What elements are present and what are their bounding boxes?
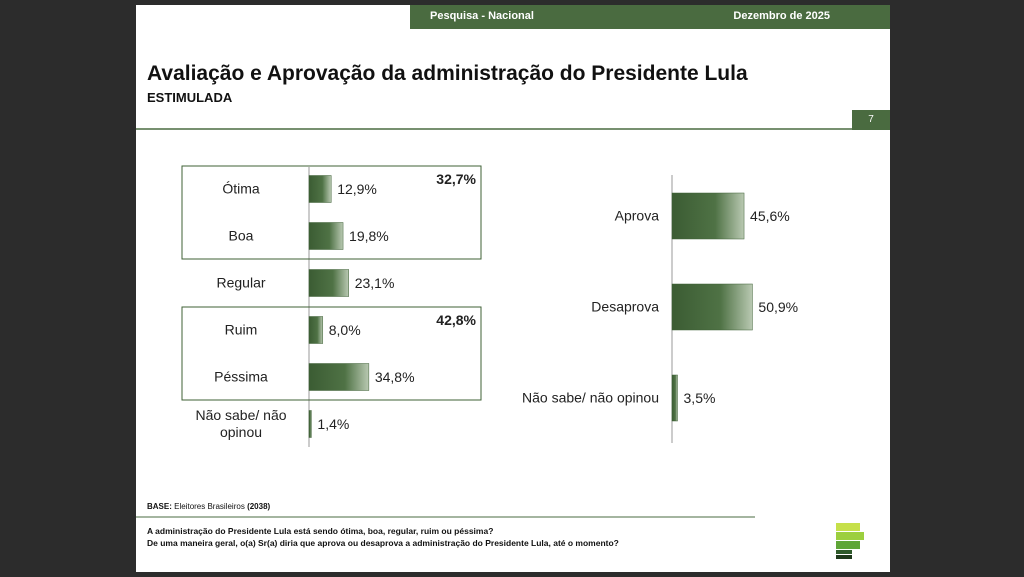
base-n: (2038) (247, 502, 271, 511)
category-label: Regular (216, 274, 266, 291)
subtitle: ESTIMULADA (147, 90, 233, 105)
bar (308, 222, 344, 250)
title: Avaliação e Aprovação da administração d… (147, 62, 748, 85)
value-label: 8,0% (328, 322, 361, 338)
bar (671, 283, 753, 331)
group-total: 42,8% (436, 312, 476, 328)
page-number: 7 (868, 114, 874, 125)
slide (136, 5, 890, 572)
value-label: 12,9% (337, 181, 377, 197)
category-label: Não sabe/ não opinou (195, 407, 287, 440)
category-label: Não sabe/ não opinou (522, 389, 659, 406)
group-box (181, 306, 482, 401)
bar (308, 269, 349, 297)
question: A administração do Presidente Lula está … (147, 526, 494, 536)
base-note: BASE: Eleitores Brasileiros (2038) (147, 502, 270, 511)
bar (308, 316, 324, 344)
category-label: Péssima (214, 368, 268, 385)
category-label: Ruim (224, 321, 258, 338)
value-label: 34,8% (374, 369, 415, 385)
survey-name: Pesquisa - Nacional (430, 10, 534, 22)
category-label: Desaprova (591, 298, 659, 315)
question: De uma maneira geral, o(a) Sr(a) diria q… (147, 538, 619, 548)
value-label: 45,6% (750, 208, 790, 224)
value-label: 19,8% (349, 228, 389, 244)
category-label: Boa (228, 227, 254, 244)
survey-date: Dezembro de 2025 (733, 10, 830, 22)
category-label: Ótima (222, 180, 260, 197)
base-label: BASE: (147, 502, 172, 511)
value-label: 50,9% (758, 299, 799, 315)
header-bar (410, 5, 890, 29)
value-label: 3,5% (683, 390, 716, 406)
bar (308, 410, 312, 438)
bar (671, 192, 745, 240)
base-text: Eleitores Brasileiros (174, 502, 245, 511)
bar (308, 363, 370, 391)
logo (836, 523, 864, 559)
group-box (181, 165, 482, 260)
value-label: 23,1% (354, 275, 395, 291)
group-total: 32,7% (436, 171, 476, 187)
category-label: Aprova (614, 207, 659, 224)
value-label: 1,4% (317, 416, 350, 432)
bar (308, 175, 332, 203)
page-box (852, 110, 890, 130)
bar (671, 374, 678, 422)
